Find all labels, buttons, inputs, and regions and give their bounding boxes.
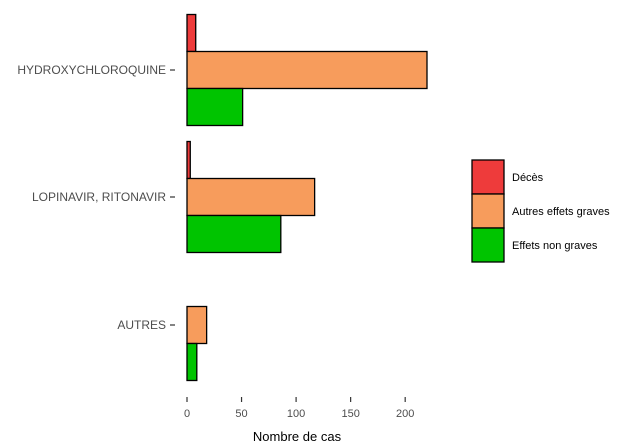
bar-hydroxychloroquine-2 — [186, 87, 244, 127]
bar-autres-2 — [186, 342, 198, 382]
legend-label: Autres effets graves — [512, 206, 610, 218]
bar-hydroxychloroquine-1 — [186, 50, 428, 90]
y-tick-label: AUTRES — [117, 318, 166, 332]
y-tick-label: HYDROXYCHLOROQUINE — [17, 63, 166, 77]
legend-key — [471, 227, 505, 263]
bar-lopinavir-ritonavir-2 — [186, 214, 282, 254]
bar-lopinavir-ritonavir-0 — [186, 140, 191, 180]
x-tick-label: 50 — [235, 408, 247, 420]
plot-area — [186, 13, 428, 382]
x-tick-label: 0 — [184, 408, 190, 420]
x-tick-label: 100 — [287, 408, 305, 420]
x-tick-label: 200 — [396, 408, 414, 420]
bar-lopinavir-ritonavir-1 — [186, 177, 316, 217]
x-axis-title: Nombre de cas — [253, 429, 342, 444]
bar-autres-1 — [186, 305, 208, 345]
y-tick-label: LOPINAVIR, RITONAVIR — [32, 190, 166, 204]
legend-label: Décès — [512, 172, 544, 184]
legend: Décès Autres effets graves Effets non grav… — [471, 159, 610, 263]
legend-key — [471, 193, 505, 229]
bar-hydroxychloroquine-0 — [186, 13, 197, 53]
y-axis: HYDROXYCHLOROQUINE LOPINAVIR, RITONAVIR AU… — [17, 63, 175, 332]
x-tick-label: 150 — [341, 408, 359, 420]
legend-key — [471, 159, 505, 195]
x-axis: 0 50 100 150 200 — [184, 397, 414, 420]
legend-label: Effets non graves — [512, 240, 598, 252]
